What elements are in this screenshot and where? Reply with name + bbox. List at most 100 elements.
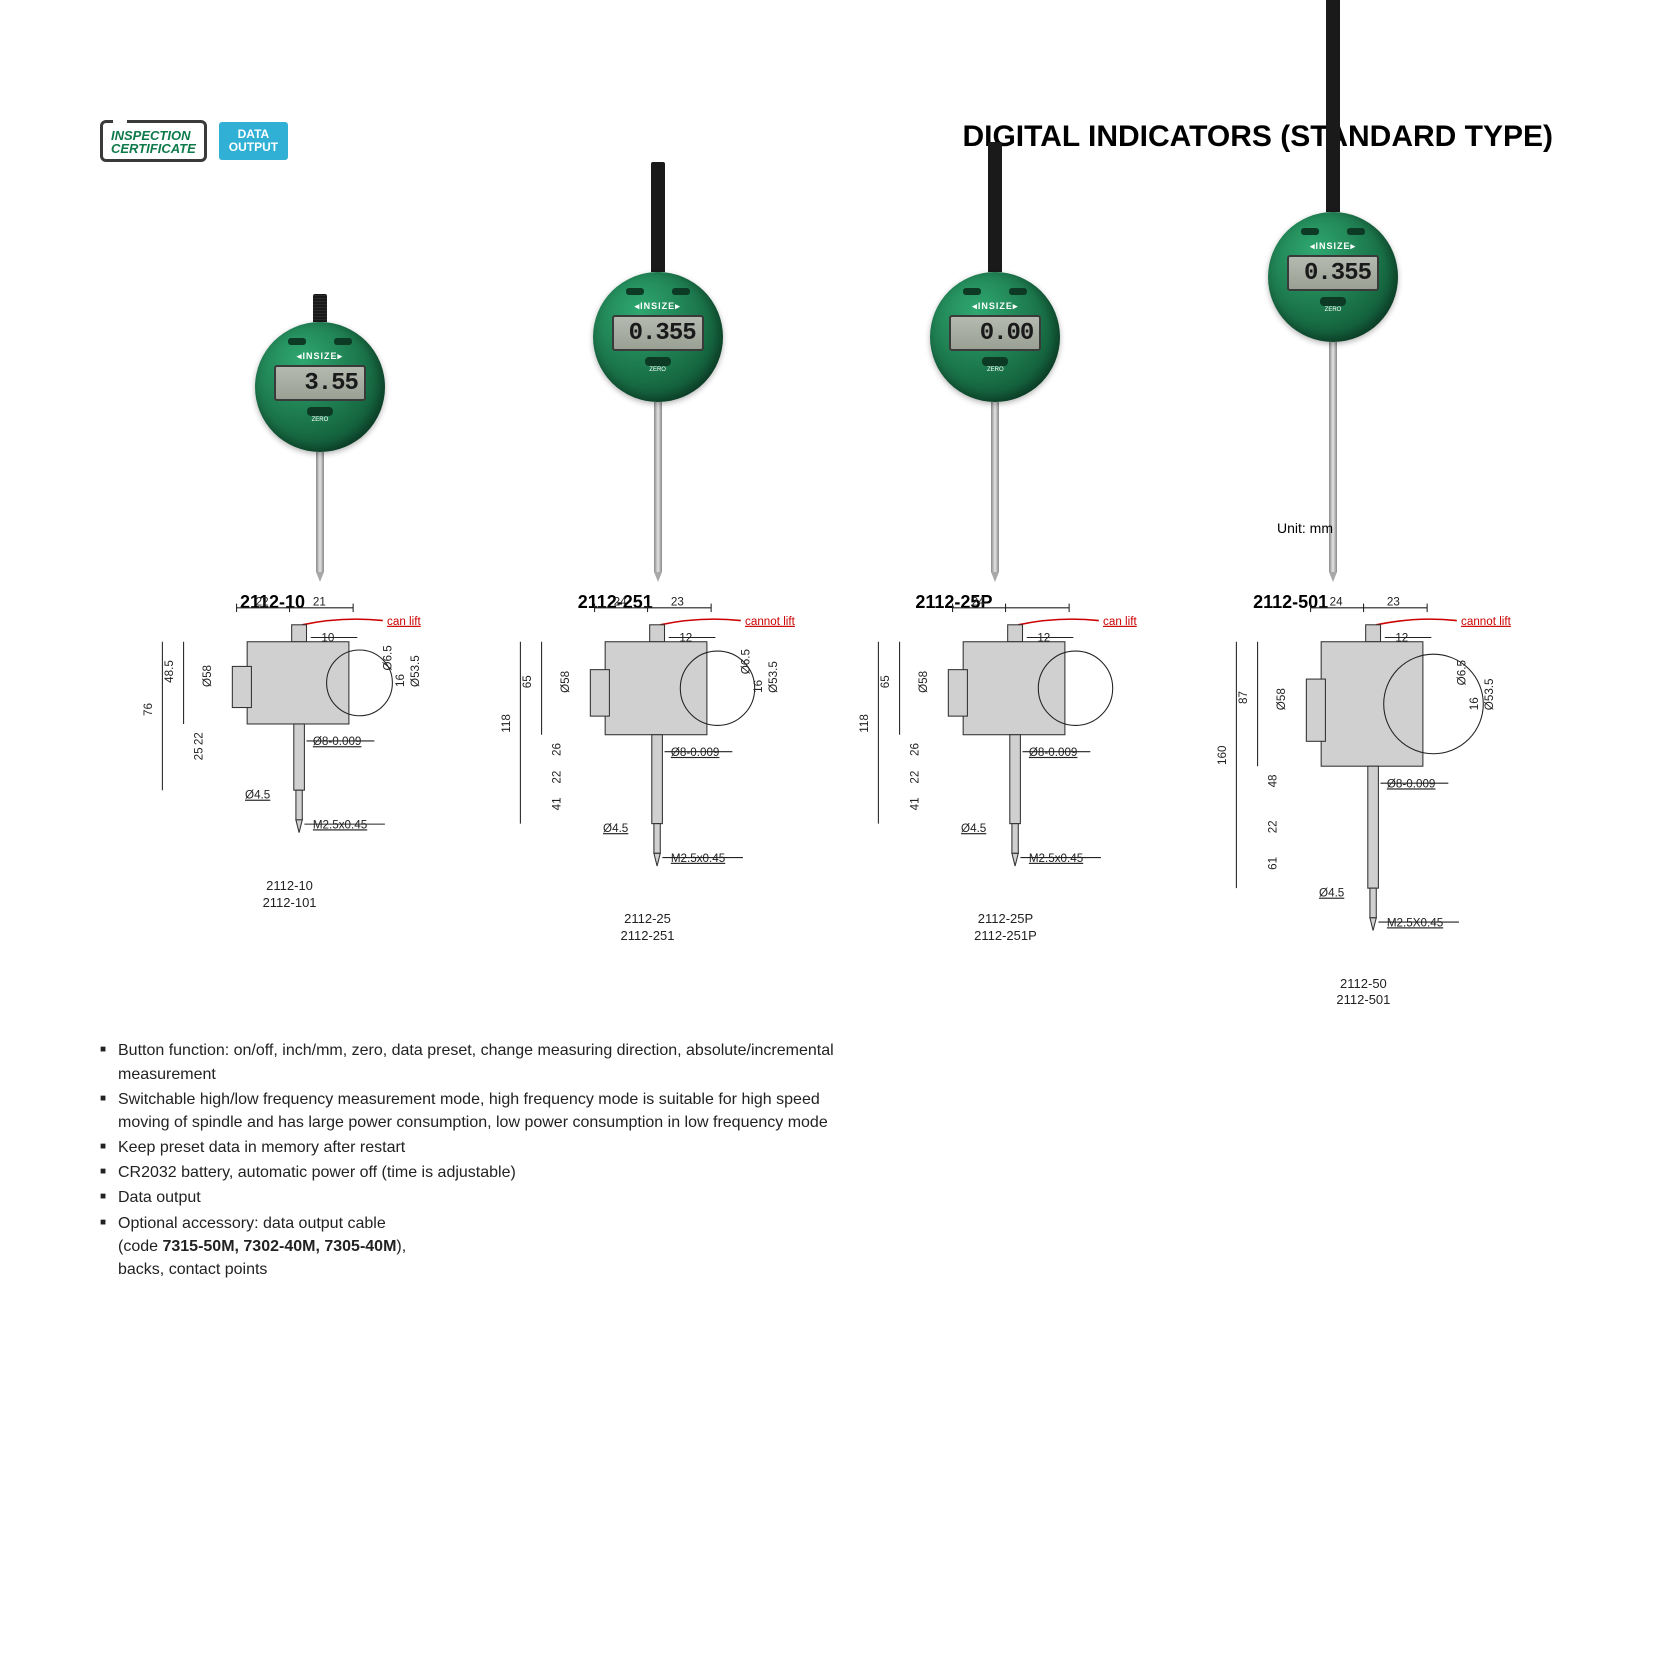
gauge: ◂INSIZE▸ 0.355 ZERO [1268,0,1398,582]
svg-text:65: 65 [521,675,534,688]
button-pill [1301,228,1319,235]
top-buttons [626,288,690,295]
feature-item: Switchable high/low frequency measuremen… [100,1088,860,1134]
svg-text:118: 118 [858,714,871,733]
button-pill [1009,288,1027,295]
svg-text:65: 65 [879,675,892,688]
svg-text:Ø4.5: Ø4.5 [1319,887,1344,900]
zero-button [645,357,671,366]
top-buttons [1301,228,1365,235]
svg-text:Ø53.5: Ø53.5 [1483,678,1496,710]
svg-text:26: 26 [551,743,564,756]
diagram-codes: 2112-252112-251 [478,911,817,945]
stem-top [1326,0,1340,212]
zero-label: ZERO [987,367,1004,373]
svg-text:16: 16 [1468,697,1481,710]
svg-text:76: 76 [142,703,155,716]
svg-text:24: 24 [972,596,985,609]
svg-text:Ø6.5: Ø6.5 [1455,660,1468,685]
svg-text:Ø6.5: Ø6.5 [739,649,752,674]
svg-text:16: 16 [752,680,765,693]
diagram-2112-25: 24 23 cannot lift 12 65 Ø58 118 Ø6.5 16 … [478,593,817,1009]
dial: ◂INSIZE▸ 0.355 ZERO [1268,212,1398,342]
svg-text:24: 24 [614,596,627,609]
svg-text:Ø8-0.009: Ø8-0.009 [313,735,362,748]
brand-label: ◂INSIZE▸ [635,301,681,312]
svg-text:Ø58: Ø58 [201,665,214,687]
zero-label: ZERO [1325,307,1342,313]
svg-text:Ø58: Ø58 [1275,688,1288,710]
gauge-wrap: ◂INSIZE▸ 0.00 ZERO [930,202,1060,582]
zero-button [1320,297,1346,306]
spindle [654,402,662,572]
product-2112-501: ◂INSIZE▸ 0.355 ZERO 2112-501 [1173,202,1493,613]
svg-text:26: 26 [909,743,922,756]
svg-text:48: 48 [1267,774,1280,787]
tech-diagram: 24 23 cannot lift 12 87 Ø58 160 Ø6.5 16 … [1194,593,1533,967]
svg-text:24: 24 [1330,596,1343,609]
svg-text:21: 21 [313,596,326,609]
top-buttons [288,338,352,345]
diagram-2112-50: 24 23 cannot lift 12 87 Ø58 160 Ø6.5 16 … [1194,593,1533,1009]
svg-text:M2.5x0.45: M2.5x0.45 [1029,852,1083,865]
tech-diagram: 24 23 cannot lift 12 65 Ø58 118 Ø6.5 16 … [478,593,817,902]
svg-text:Ø58: Ø58 [917,671,930,693]
svg-text:22: 22 [193,732,206,745]
svg-text:M2.5x0.45: M2.5x0.45 [671,852,725,865]
accessory-codes: 7315-50M, 7302-40M, 7305-40M [162,1238,396,1255]
diagram-codes: 2112-502112-501 [1194,976,1533,1010]
gauge: ◂INSIZE▸ 3.55 ZERO [255,294,385,582]
svg-text:41: 41 [551,797,564,810]
inspection-certificate-badge: INSPECTION CERTIFICATE [100,120,207,162]
badges-group: INSPECTION CERTIFICATE DATA OUTPUT [100,120,288,162]
svg-text:can lift: can lift [387,615,421,628]
zero-label: ZERO [312,417,329,423]
button-pill [334,338,352,345]
stem-top [651,162,665,272]
svg-text:22: 22 [909,771,922,784]
data-output-badge: DATA OUTPUT [219,122,288,160]
svg-text:Ø4.5: Ø4.5 [603,822,628,835]
svg-text:23: 23 [1387,596,1400,609]
tip [1329,572,1337,582]
button-pill [963,288,981,295]
svg-text:Ø53.5: Ø53.5 [767,661,780,693]
svg-text:25: 25 [193,747,206,760]
inspection-line2: CERTIFICATE [111,142,196,155]
stem-top [313,294,327,322]
svg-text:160: 160 [1216,745,1229,765]
dial: ◂INSIZE▸ 0.00 ZERO [930,272,1060,402]
feature-item: CR2032 battery, automatic power off (tim… [100,1161,860,1184]
svg-text:Ø8-0.009: Ø8-0.009 [671,746,720,759]
button-pill [1347,228,1365,235]
top-buttons [963,288,1027,295]
tip [316,572,324,582]
diagram-row: 22 21 can lift 10 48.5 Ø58 76 Ø6.5 16 Ø5… [100,593,1553,1009]
lcd-reading: 0.355 [612,315,704,351]
product-2112-251: ◂INSIZE▸ 0.355 ZERO 2112-251 [498,202,818,613]
svg-text:118: 118 [500,714,513,733]
brand-label: ◂INSIZE▸ [297,351,343,362]
button-pill [288,338,306,345]
svg-text:cannot lift: cannot lift [1461,615,1512,628]
diagram-2112-10: 22 21 can lift 10 48.5 Ø58 76 Ø6.5 16 Ø5… [120,593,459,1009]
tip [991,572,999,582]
diagram-codes: 2112-25P2112-251P [836,911,1175,945]
svg-text:48.5: 48.5 [163,660,176,683]
lcd-reading: 0.355 [1287,255,1379,291]
svg-text:22: 22 [256,596,269,609]
svg-text:Ø8-0.009: Ø8-0.009 [1029,746,1078,759]
button-pill [626,288,644,295]
gauge: ◂INSIZE▸ 0.355 ZERO [593,162,723,582]
dial: ◂INSIZE▸ 3.55 ZERO [255,322,385,452]
svg-text:23: 23 [671,596,684,609]
brand-label: ◂INSIZE▸ [972,301,1018,312]
svg-text:Ø6.5: Ø6.5 [381,645,394,670]
product-row: ◂INSIZE▸ 3.55 ZERO 2112-10 ◂INSIZE▸ [100,202,1553,613]
svg-text:87: 87 [1237,691,1250,704]
gauge: ◂INSIZE▸ 0.00 ZERO [930,142,1060,582]
zero-button [307,407,333,416]
svg-text:61: 61 [1267,857,1280,870]
data-line2: OUTPUT [229,141,278,154]
svg-text:Ø8-0.009: Ø8-0.009 [1387,777,1436,790]
